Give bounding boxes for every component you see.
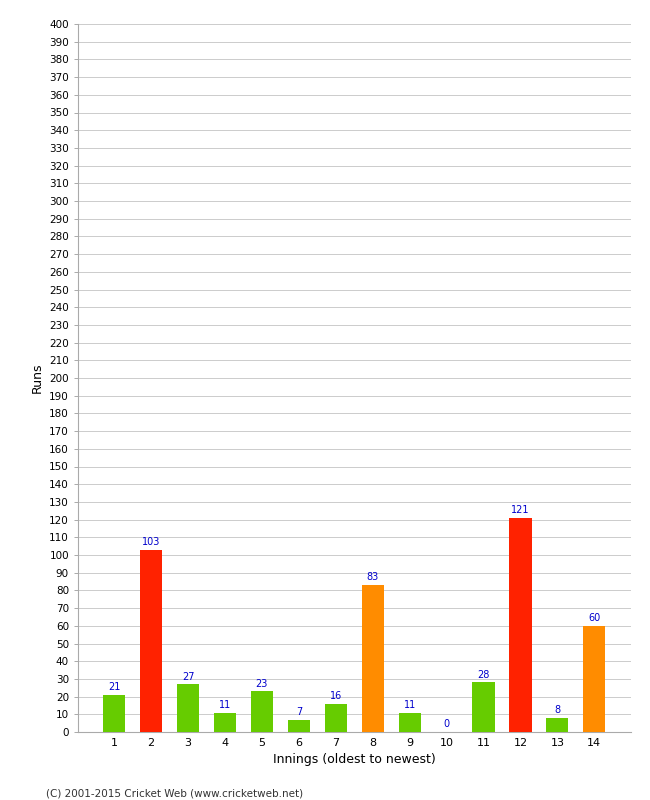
Bar: [214, 713, 236, 732]
Y-axis label: Runs: Runs: [31, 362, 44, 394]
Text: 103: 103: [142, 537, 161, 547]
Bar: [288, 720, 310, 732]
Text: 21: 21: [108, 682, 120, 692]
Text: 0: 0: [443, 719, 450, 730]
Text: 121: 121: [511, 505, 530, 515]
Text: 60: 60: [588, 613, 601, 623]
Text: 11: 11: [404, 700, 416, 710]
Bar: [103, 695, 125, 732]
Bar: [251, 691, 273, 732]
Text: 27: 27: [182, 671, 194, 682]
Bar: [177, 684, 199, 732]
Bar: [140, 550, 162, 732]
Bar: [583, 626, 605, 732]
Bar: [473, 682, 495, 732]
Text: 83: 83: [367, 573, 379, 582]
Text: (C) 2001-2015 Cricket Web (www.cricketweb.net): (C) 2001-2015 Cricket Web (www.cricketwe…: [46, 788, 303, 798]
Text: 28: 28: [477, 670, 489, 680]
Text: 16: 16: [330, 691, 342, 701]
Text: 8: 8: [554, 705, 560, 715]
Bar: [325, 704, 347, 732]
Bar: [510, 518, 532, 732]
Bar: [398, 713, 421, 732]
Text: 7: 7: [296, 707, 302, 717]
Text: 11: 11: [219, 700, 231, 710]
Bar: [546, 718, 569, 732]
Text: 23: 23: [255, 678, 268, 689]
Bar: [361, 585, 384, 732]
X-axis label: Innings (oldest to newest): Innings (oldest to newest): [273, 753, 436, 766]
